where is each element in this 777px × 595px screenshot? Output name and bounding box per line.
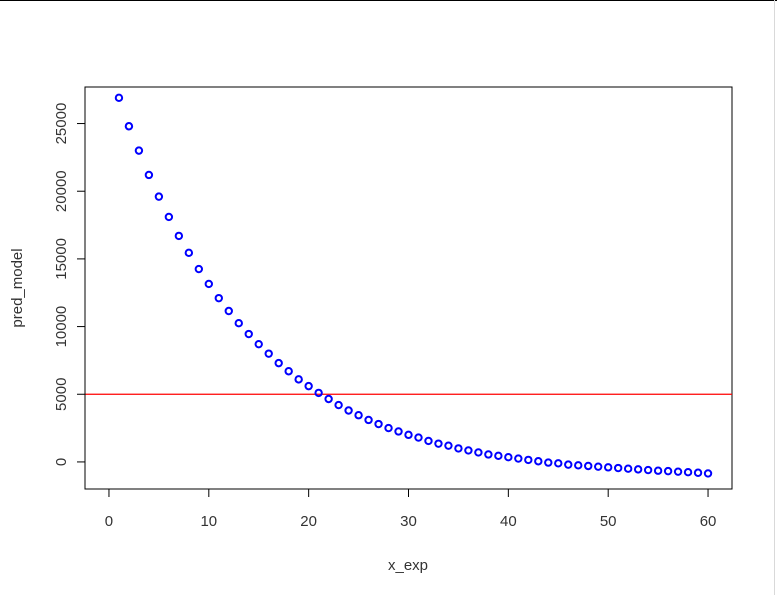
data-point <box>314 388 323 398</box>
x-tick-label: 20 <box>300 513 317 530</box>
data-point <box>274 358 283 368</box>
data-point <box>603 463 613 472</box>
x-tick-label: 10 <box>200 513 217 530</box>
data-point <box>344 406 353 415</box>
data-point <box>254 339 263 349</box>
data-point <box>174 231 184 241</box>
data-point <box>693 468 703 477</box>
data-point <box>194 264 204 274</box>
data-point <box>454 444 463 453</box>
x-tick-label: 30 <box>400 513 417 530</box>
data-point <box>663 466 673 476</box>
data-point <box>544 458 553 467</box>
data-point <box>414 433 423 442</box>
y-axis-title: pred_model <box>9 248 26 327</box>
data-point <box>154 192 164 201</box>
data-point <box>184 248 194 258</box>
data-point <box>494 451 503 461</box>
data-point <box>464 446 473 455</box>
x-tick-label: 50 <box>600 513 617 530</box>
data-point <box>384 423 393 433</box>
x-axis-title: x_exp <box>388 557 428 574</box>
y-axis: 0 5000 10000 15000 20000 25000 <box>53 103 86 466</box>
data-point <box>703 469 713 478</box>
data-point <box>484 450 493 459</box>
y-tick-label: 10000 <box>53 306 70 348</box>
x-tick-label: 40 <box>500 513 517 530</box>
plot-frame <box>84 86 733 490</box>
data-point <box>554 459 563 468</box>
data-point <box>264 349 273 358</box>
data-point <box>444 441 453 450</box>
data-point <box>653 466 663 475</box>
data-point <box>204 279 214 289</box>
data-point <box>564 460 573 469</box>
data-point <box>514 454 523 463</box>
data-point <box>144 170 154 180</box>
window-right-border <box>774 0 775 595</box>
data-point <box>673 467 683 476</box>
data-point <box>214 293 223 303</box>
data-point <box>394 427 403 436</box>
data-point <box>434 439 443 448</box>
data-point <box>594 462 603 471</box>
data-point <box>613 463 623 473</box>
x-axis: 0 10 20 30 40 50 60 <box>105 488 717 530</box>
data-point <box>134 146 144 155</box>
y-tick-label: 20000 <box>53 170 70 212</box>
data-point <box>424 436 433 446</box>
data-points-layer <box>114 93 713 478</box>
data-point <box>623 464 633 473</box>
data-point <box>164 212 174 222</box>
data-point <box>404 430 413 440</box>
data-point <box>683 468 693 477</box>
data-point <box>224 306 233 316</box>
data-point <box>114 93 124 103</box>
data-point <box>633 465 643 474</box>
data-point <box>474 448 483 457</box>
data-point <box>534 457 543 466</box>
data-point <box>284 367 293 376</box>
data-point <box>324 394 333 404</box>
data-point <box>334 400 343 410</box>
data-point <box>364 415 373 425</box>
data-point <box>374 419 383 429</box>
data-point <box>234 318 243 328</box>
data-point <box>504 452 513 462</box>
y-tick-label: 5000 <box>53 378 70 411</box>
data-point <box>574 461 583 470</box>
data-point <box>304 381 313 391</box>
data-point <box>124 122 134 131</box>
data-point <box>294 375 303 384</box>
data-point <box>524 455 533 465</box>
y-tick-label: 0 <box>53 458 70 466</box>
data-point <box>584 461 593 471</box>
y-tick-label: 25000 <box>53 103 70 145</box>
x-tick-label: 60 <box>700 513 717 530</box>
x-tick-label: 0 <box>105 513 113 530</box>
data-point <box>354 411 363 420</box>
data-point <box>643 465 653 475</box>
window-top-border <box>0 0 777 1</box>
y-tick-label: 15000 <box>53 238 70 280</box>
data-point <box>244 329 253 339</box>
